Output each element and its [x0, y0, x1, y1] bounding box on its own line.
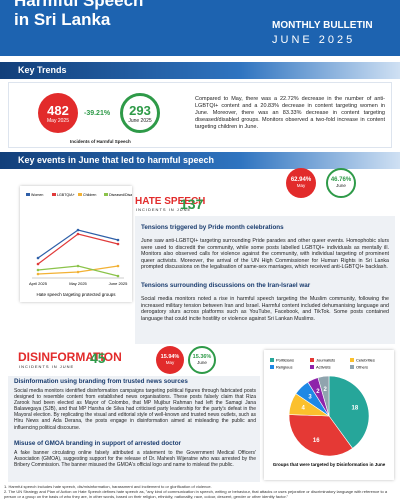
- period: JUNE 2025: [272, 34, 356, 46]
- legend-swatch: [310, 358, 314, 362]
- point: [116, 264, 120, 268]
- key-trends-box: [8, 82, 392, 148]
- legend-label: Journalists: [316, 358, 335, 363]
- label: June 2025: [128, 118, 152, 124]
- slice-label: 2: [316, 389, 320, 395]
- point: [76, 264, 80, 268]
- slice-label: 18: [352, 406, 359, 412]
- point: [116, 238, 120, 242]
- point: [116, 274, 120, 278]
- point: [36, 268, 40, 272]
- x-tick-label: June 2025: [109, 281, 128, 286]
- footnote: 1. Harmful speech includes hate speech, …: [4, 484, 212, 489]
- legend-swatch: [52, 193, 56, 196]
- point: [116, 242, 120, 246]
- hs-count: 137: [180, 196, 204, 212]
- pct: 15.36%: [192, 354, 212, 360]
- may-circle: 15.94% May: [156, 346, 184, 374]
- heading: Misuse of GMOA branding in support of ar…: [14, 440, 181, 447]
- june-circle: 293 June 2025: [120, 93, 160, 133]
- point: [36, 272, 40, 276]
- legend-swatch: [310, 365, 314, 369]
- label: June: [336, 183, 346, 188]
- legend-label: Children: [83, 193, 96, 197]
- hs-sublabel: INCIDENTS IN JUNE: [136, 207, 192, 212]
- hs-panel: Tensions triggered by Pride month celebr…: [135, 216, 395, 344]
- legend-label: Religious: [276, 365, 292, 370]
- paragraph: Social media monitors noted a rise in ha…: [141, 296, 389, 322]
- legend-label: Celebrities: [356, 358, 375, 363]
- pct: 62.94%: [290, 177, 312, 183]
- footnote: 2. The UN Strategy and Plan of Action on…: [4, 489, 388, 499]
- may-circle: 482 May 2025: [38, 93, 78, 133]
- value: 482: [47, 103, 69, 118]
- legend-label: Women: [31, 193, 43, 197]
- slice: [288, 414, 353, 457]
- x-tick-label: May 2025: [69, 281, 87, 286]
- pie-chart: Politicians Journalists Celebrities Religio…: [264, 350, 394, 480]
- legend-label: Diseased/Disabled: [109, 193, 132, 197]
- point: [76, 270, 80, 274]
- heading: Disinformation using branding from trust…: [14, 378, 188, 385]
- legend-label: LGBTQIA+: [57, 193, 75, 197]
- header: Harmful Speech in Sri Lanka MONTHLY BULL…: [0, 0, 400, 56]
- point: [36, 256, 40, 260]
- footnotes: 1. Harmful speech includes hate speech, …: [4, 484, 396, 499]
- legend-label: Politicians: [276, 358, 294, 363]
- slice-label: 2: [324, 387, 328, 393]
- di-sublabel: INCIDENTS IN JUNE: [19, 364, 75, 369]
- change: -39.21%: [84, 110, 111, 117]
- legend-swatch: [270, 358, 274, 362]
- legend-label: Activists: [316, 365, 331, 370]
- value: 293: [129, 103, 151, 118]
- legend-swatch: [104, 193, 108, 196]
- june-circle: 46.76% June: [326, 168, 356, 198]
- legend-swatch: [26, 193, 30, 196]
- slice-label: 4: [301, 406, 305, 412]
- heading: Tensions triggered by Pride month celebr…: [141, 224, 284, 231]
- paragraph: A fake banner circulating online falsely…: [14, 450, 256, 469]
- section-bar: Key events in June that led to harmful s…: [0, 152, 400, 169]
- di-label: DISINFORMATION: [18, 350, 122, 364]
- heading: Tensions surrounding discussions on the …: [141, 282, 311, 289]
- legend-swatch: [350, 358, 354, 362]
- point: [76, 228, 80, 232]
- slice-label: 16: [313, 438, 320, 444]
- line-chart: Women LGBTQIA+ Children Diseased/Disabled Ap…: [20, 186, 132, 302]
- label: May 2025: [47, 118, 69, 124]
- label: May: [165, 360, 175, 365]
- slice: [328, 375, 370, 449]
- pct: 15.94%: [160, 354, 180, 360]
- di-count: 45: [90, 350, 106, 366]
- point: [76, 232, 80, 236]
- caption: Incidents of Harmful Speech: [70, 139, 131, 144]
- paragraph: June saw anti-LGBTQI+ targeting surround…: [141, 238, 389, 271]
- paragraph: Compared to May, there was a 22.72% decr…: [195, 96, 385, 130]
- legend-swatch: [78, 193, 82, 196]
- point: [36, 262, 40, 266]
- section-bar: Key Trends: [0, 62, 400, 79]
- x-tick-label: April 2025: [29, 281, 48, 286]
- title: Harmful Speech: [14, 0, 144, 10]
- caption: Hate speech targeting protected groups: [36, 292, 116, 297]
- paragraph: Social media monitors identified disinfo…: [14, 388, 256, 431]
- june-circle: 15.36% June: [188, 346, 216, 374]
- label: June: [197, 360, 207, 365]
- caption: Groups that were targeted by Disinformat…: [273, 462, 386, 467]
- label: May: [296, 183, 306, 188]
- legend-label: Others: [356, 365, 368, 370]
- hs-label: HATE SPEECH: [135, 196, 206, 207]
- bulletin: MONTHLY BULLETIN: [272, 20, 373, 31]
- title: in Sri Lanka: [14, 10, 111, 29]
- slice-label: 3: [308, 394, 312, 400]
- pct: 46.76%: [330, 177, 352, 183]
- may-circle: 62.94% May: [286, 168, 316, 198]
- legend-swatch: [350, 365, 354, 369]
- di-panel: Disinformation using branding from trust…: [8, 376, 260, 482]
- slice: [317, 375, 330, 417]
- legend-swatch: [270, 365, 274, 369]
